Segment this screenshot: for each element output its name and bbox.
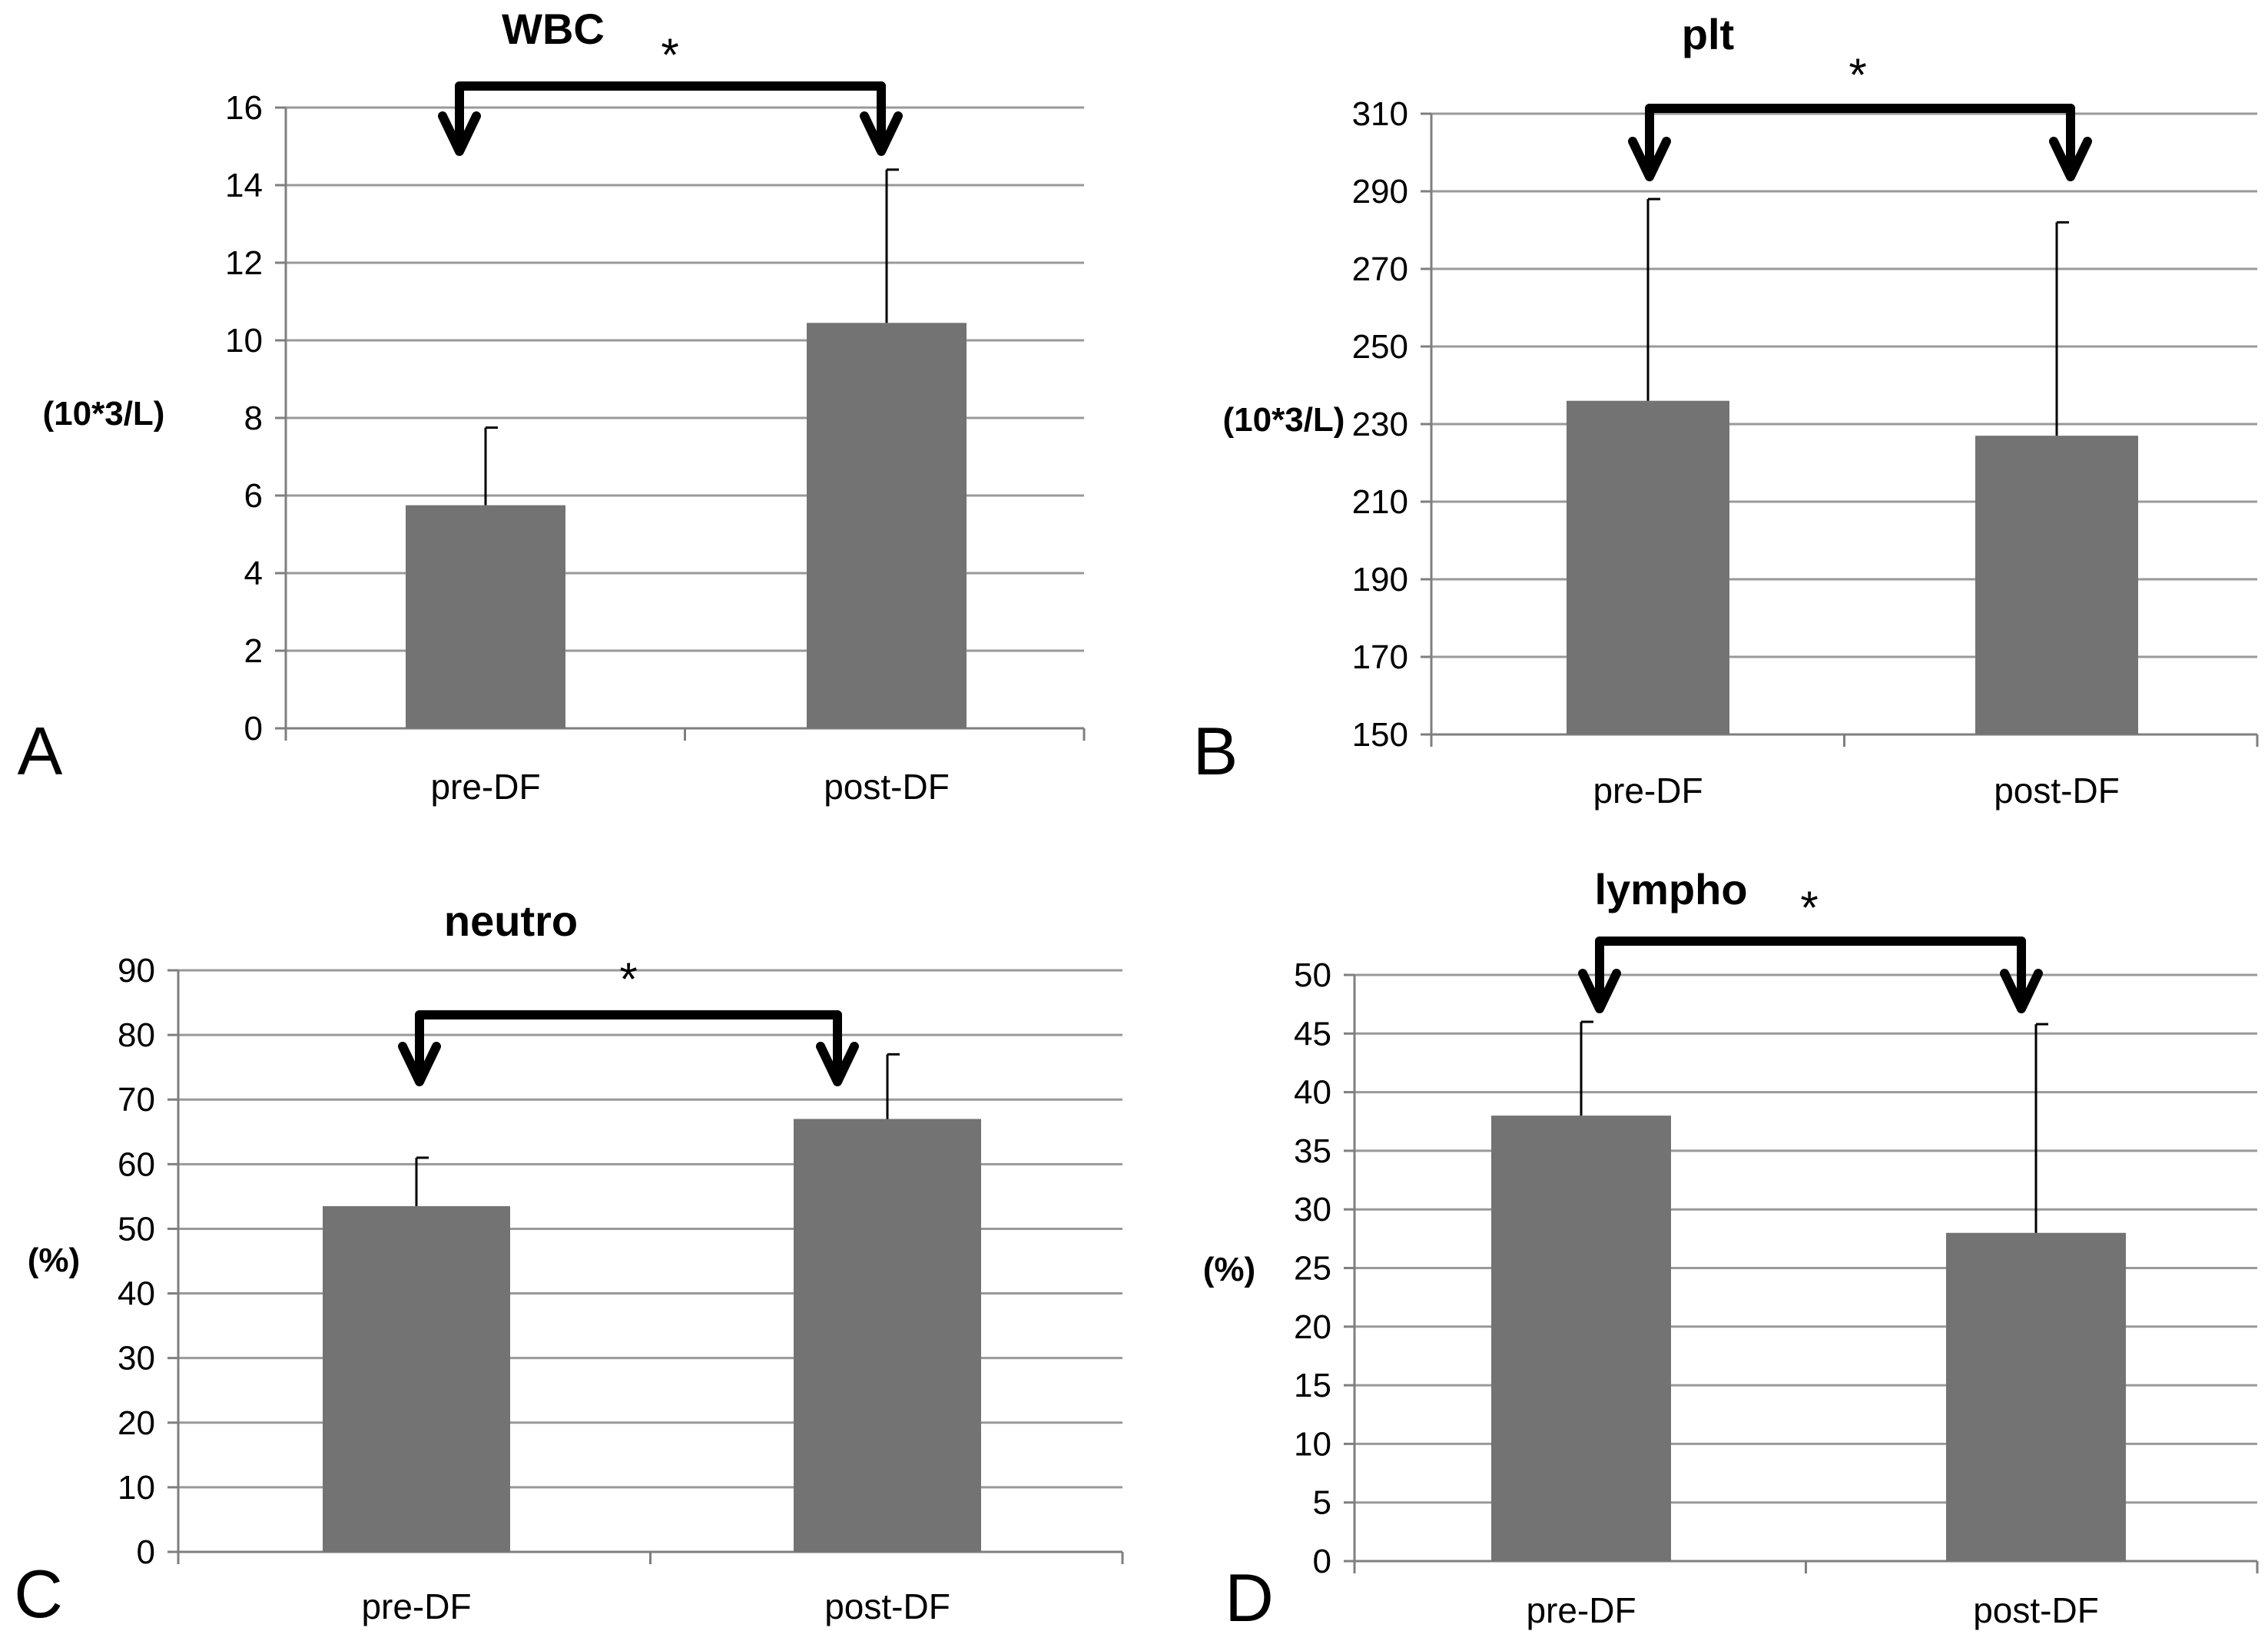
- y-tick-label: 270: [1352, 250, 1408, 288]
- panel-label: B: [1193, 713, 1238, 789]
- category-label: post-DF: [824, 1586, 950, 1626]
- category-label: pre-DF: [361, 1586, 471, 1626]
- significance-star: *: [661, 29, 678, 81]
- y-tick-label: 170: [1352, 638, 1408, 676]
- y-tick-label: 25: [1294, 1250, 1331, 1288]
- y-tick-label: 10: [225, 322, 263, 360]
- chart-title: plt: [1682, 10, 1734, 58]
- y-tick-label: 8: [244, 399, 263, 437]
- y-tick-label: 310: [1352, 95, 1408, 133]
- down-arrow-icon: [438, 81, 481, 156]
- bar-post-DF: [1946, 1232, 2126, 1561]
- y-tick-label: 90: [118, 952, 155, 990]
- y-tick-label: 290: [1352, 173, 1408, 211]
- down-arrow-icon: [2049, 104, 2092, 181]
- category-label: post-DF: [1994, 771, 2120, 811]
- y-axis-label: (%): [1203, 1251, 1255, 1288]
- panel-label: A: [18, 713, 63, 789]
- y-tick-label: 45: [1294, 1015, 1331, 1053]
- y-axis-label: (10*3/L): [43, 395, 165, 433]
- y-tick-label: 12: [225, 244, 263, 282]
- category-label: pre-DF: [1526, 1590, 1636, 1630]
- category-label: pre-DF: [430, 767, 540, 807]
- y-tick-label: 210: [1352, 483, 1408, 521]
- y-tick-label: 30: [118, 1340, 155, 1377]
- y-tick-label: 4: [244, 555, 263, 592]
- bar-post-DF: [807, 323, 967, 728]
- bar-post-DF: [794, 1119, 981, 1552]
- panel-label: D: [1225, 1560, 1274, 1636]
- y-tick-label: 5: [1313, 1484, 1331, 1522]
- y-tick-label: 50: [1294, 956, 1331, 994]
- significance-star: *: [1800, 882, 1818, 933]
- y-tick-label: 15: [1294, 1367, 1331, 1404]
- y-tick-label: 2: [244, 632, 263, 670]
- y-tick-label: 20: [1294, 1308, 1331, 1346]
- y-tick-label: 40: [1294, 1074, 1331, 1112]
- category-label: pre-DF: [1593, 771, 1703, 811]
- y-tick-label: 6: [244, 477, 263, 515]
- y-tick-label: 0: [1313, 1543, 1331, 1580]
- chart-title: lympho: [1594, 865, 1747, 913]
- y-axis-label: (10*3/L): [1223, 401, 1345, 439]
- y-tick-label: 30: [1294, 1191, 1331, 1228]
- bar-pre-DF: [323, 1206, 510, 1552]
- y-tick-label: 0: [137, 1533, 155, 1571]
- panel-c: 0 10 20 30 40 50 60 70 80 90 pre-DF post-DF neutro (%…: [14, 897, 1124, 1632]
- down-arrow-icon: [1628, 104, 1671, 181]
- y-tick-label: 190: [1352, 561, 1408, 598]
- y-tick-label: 35: [1294, 1132, 1331, 1170]
- y-axis-label: (%): [28, 1242, 80, 1279]
- down-arrow-icon: [1578, 937, 1621, 1013]
- y-tick-label: 10: [118, 1469, 155, 1507]
- significance-star: *: [619, 953, 637, 1005]
- down-arrow-icon: [398, 1010, 441, 1086]
- bar-pre-DF: [1567, 400, 1729, 734]
- category-label: post-DF: [1973, 1590, 2099, 1630]
- y-tick-label: 16: [225, 89, 263, 127]
- significance-star: *: [1849, 49, 1866, 101]
- y-tick-label: 20: [118, 1404, 155, 1442]
- bar-post-DF: [1975, 436, 2138, 734]
- y-tick-label: 40: [118, 1275, 155, 1313]
- down-arrow-icon: [860, 81, 903, 156]
- panel-a: 0 2 4 6 8 10 12 14 16 pre-DF post-DF WBC (10*3/L) A *: [18, 5, 1086, 807]
- y-tick-label: 150: [1352, 716, 1408, 754]
- down-arrow-icon: [816, 1010, 859, 1086]
- y-tick-label: 230: [1352, 406, 1408, 443]
- down-arrow-icon: [2000, 937, 2043, 1013]
- y-tick-label: 80: [118, 1016, 155, 1054]
- chart-title: neutro: [444, 897, 578, 945]
- y-tick-label: 14: [225, 167, 263, 204]
- y-tick-label: 0: [244, 710, 263, 748]
- panel-label: C: [14, 1556, 63, 1632]
- y-tick-label: 50: [118, 1210, 155, 1248]
- y-tick-label: 250: [1352, 328, 1408, 366]
- panel-d: 0 5 10 15 20 25 30 35 40 45 50 pre-DF post-DF lympho (…: [1203, 865, 2259, 1636]
- bar-pre-DF: [406, 505, 565, 728]
- chart-title: WBC: [502, 5, 605, 53]
- category-label: post-DF: [824, 767, 950, 807]
- y-tick-label: 10: [1294, 1425, 1331, 1463]
- panel-b: 150 170 190 210 230 250 270 290 310 pre-DF post-DF…: [1193, 10, 2259, 811]
- y-tick-label: 60: [118, 1145, 155, 1183]
- bar-pre-DF: [1491, 1116, 1671, 1561]
- y-tick-label: 70: [118, 1081, 155, 1119]
